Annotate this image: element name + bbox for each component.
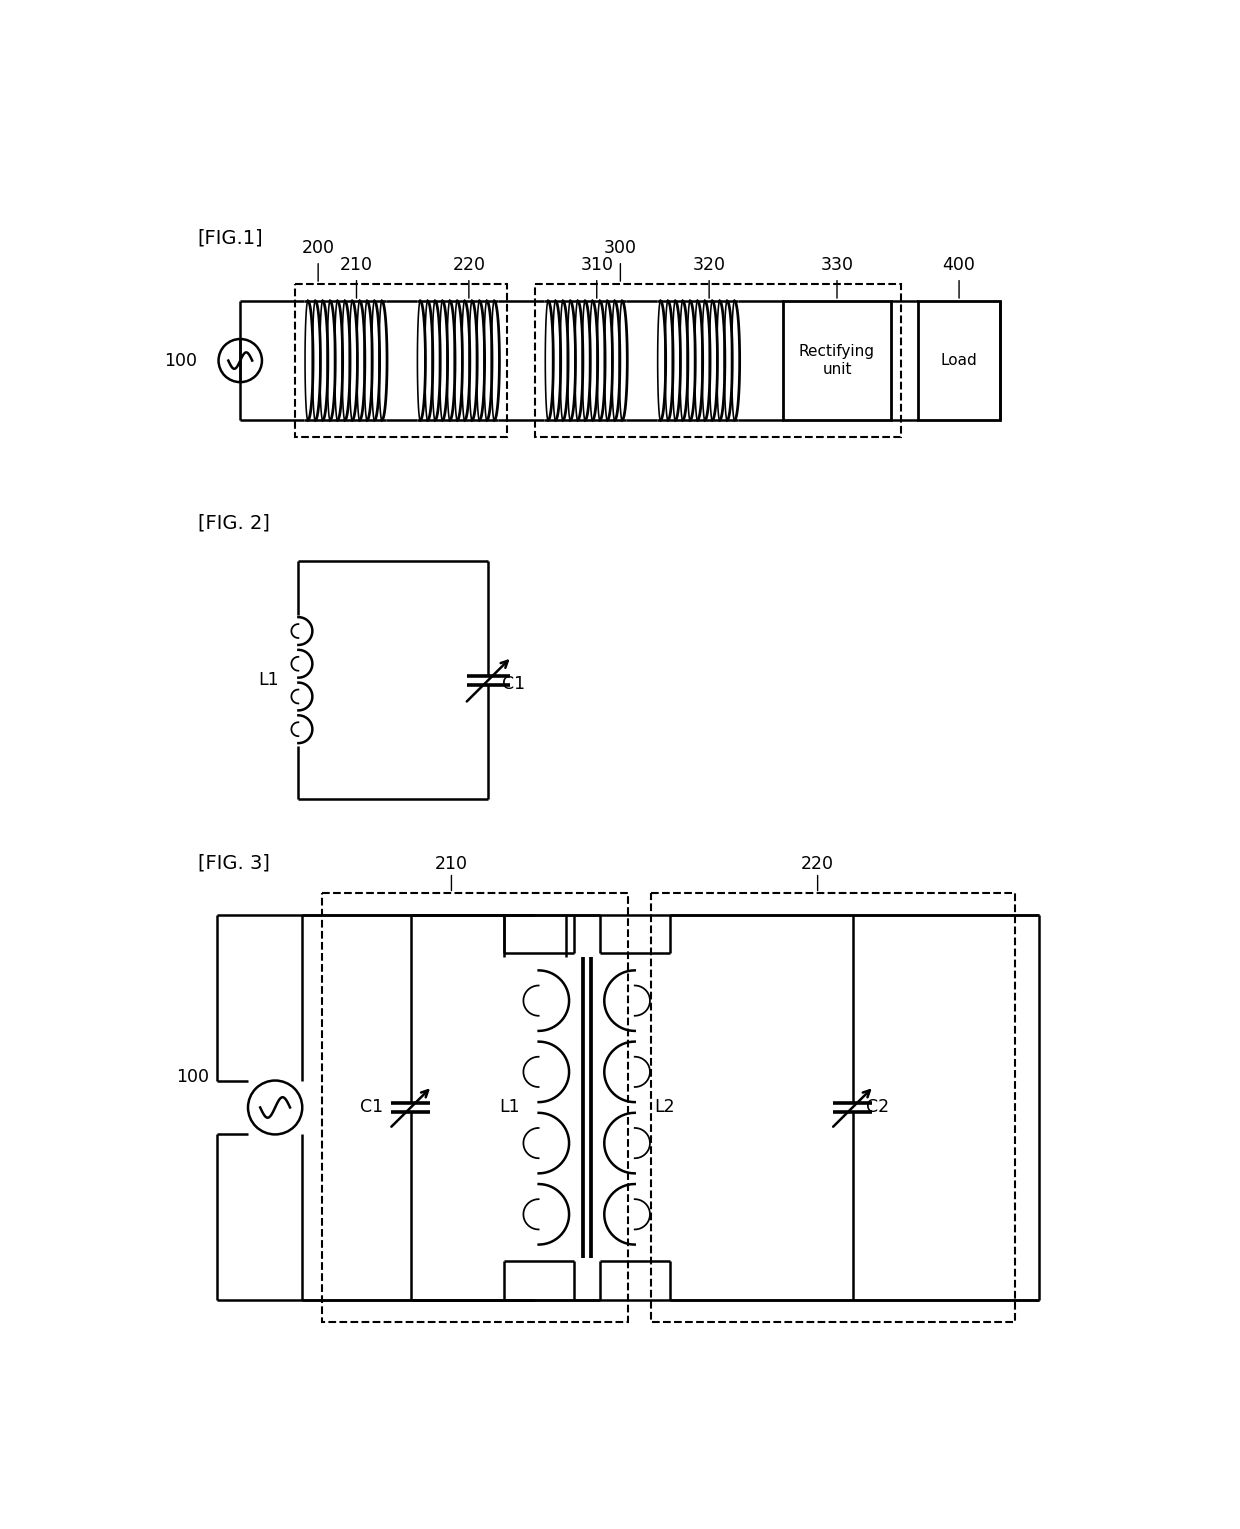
Text: [FIG. 2]: [FIG. 2] xyxy=(197,514,269,532)
Text: Rectifying
unit: Rectifying unit xyxy=(799,344,875,376)
Bar xyxy=(782,301,892,420)
Text: L1: L1 xyxy=(498,1098,520,1116)
Text: 210: 210 xyxy=(340,255,373,274)
Bar xyxy=(536,284,900,437)
Text: C2: C2 xyxy=(867,1098,889,1116)
Text: Load: Load xyxy=(941,353,977,368)
Text: [FIG.1]: [FIG.1] xyxy=(197,228,263,248)
Text: 200: 200 xyxy=(301,239,335,257)
Text: 310: 310 xyxy=(580,255,614,274)
Text: [FIG. 3]: [FIG. 3] xyxy=(197,853,269,873)
Text: L1: L1 xyxy=(259,671,279,690)
Bar xyxy=(651,893,1016,1321)
Text: 100: 100 xyxy=(165,352,197,370)
Text: 220: 220 xyxy=(801,855,835,873)
Bar xyxy=(321,893,627,1321)
Bar xyxy=(919,301,999,420)
Text: 100: 100 xyxy=(176,1067,210,1086)
Text: 320: 320 xyxy=(693,255,725,274)
Text: 220: 220 xyxy=(453,255,485,274)
Text: 210: 210 xyxy=(435,855,467,873)
Text: 400: 400 xyxy=(942,255,976,274)
Text: L2: L2 xyxy=(653,1098,675,1116)
Text: C1: C1 xyxy=(361,1098,383,1116)
Text: C1: C1 xyxy=(502,674,526,693)
Text: 300: 300 xyxy=(604,239,637,257)
Bar xyxy=(295,284,507,437)
Text: 330: 330 xyxy=(821,255,853,274)
